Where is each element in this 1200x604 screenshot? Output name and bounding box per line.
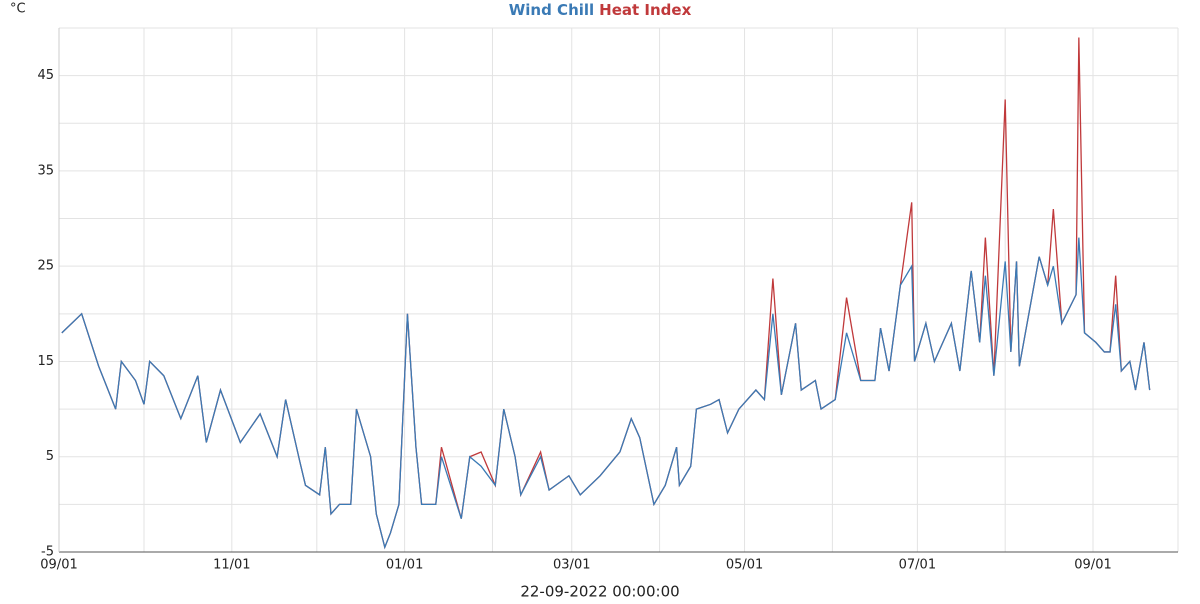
- x-axis-label: 22-09-2022 00:00:00: [520, 583, 679, 601]
- y-axis-unit: °C: [10, 2, 26, 17]
- y-tick-label: 5: [46, 449, 54, 464]
- x-tick-label: 11/01: [213, 558, 250, 573]
- series-line: [61, 237, 1151, 550]
- x-tick-label: 05/01: [726, 558, 763, 573]
- legend-entry: Wind Chill: [509, 1, 594, 19]
- y-tick-label: 15: [37, 354, 54, 369]
- y-tick-label: 35: [37, 163, 54, 178]
- x-tick-label: 03/01: [553, 558, 590, 573]
- legend-entry: Heat Index: [599, 1, 691, 19]
- x-tick-label: 09/01: [40, 558, 77, 573]
- legend: Wind Chill Heat Index: [509, 1, 692, 19]
- x-tick-label: 09/01: [1074, 558, 1111, 573]
- x-tick-label: 01/01: [386, 558, 423, 573]
- y-tick-label: 45: [37, 68, 54, 83]
- x-tick-label: 07/01: [899, 558, 936, 573]
- y-tick-label: -5: [41, 545, 54, 560]
- y-tick-label: 25: [37, 259, 54, 274]
